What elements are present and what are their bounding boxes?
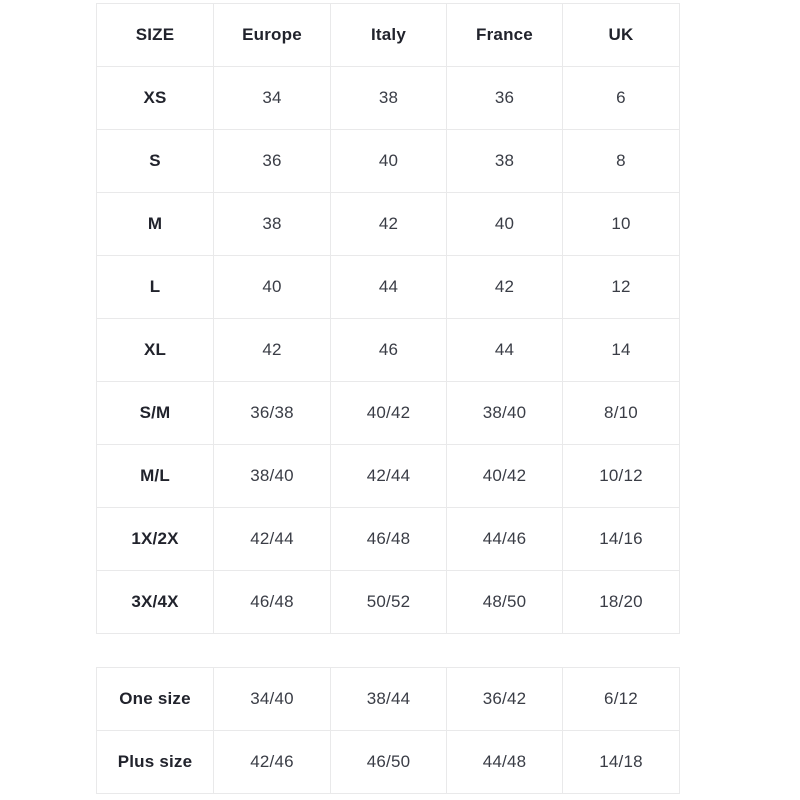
table-row: S 36 40 38 8 [96, 129, 680, 193]
cell-europe: 36/38 [213, 381, 331, 445]
cell-europe: 34/40 [213, 667, 331, 731]
size-conversion-table: SIZE Europe Italy France UK XS 34 38 36 … [96, 3, 680, 634]
cell-europe: 38/40 [213, 444, 331, 508]
row-label: XS [96, 66, 214, 130]
cell-france: 48/50 [446, 570, 563, 634]
table-row: One size 34/40 38/44 36/42 6/12 [96, 667, 680, 731]
column-header-italy: Italy [330, 3, 447, 67]
row-label: S [96, 129, 214, 193]
cell-italy: 46 [330, 318, 447, 382]
cell-italy: 44 [330, 255, 447, 319]
cell-italy: 40/42 [330, 381, 447, 445]
cell-italy: 40 [330, 129, 447, 193]
cell-uk: 14/18 [562, 730, 680, 794]
cell-uk: 6/12 [562, 667, 680, 731]
row-label: XL [96, 318, 214, 382]
cell-france: 44/48 [446, 730, 563, 794]
cell-uk: 14/16 [562, 507, 680, 571]
header-row: SIZE Europe Italy France UK [96, 3, 680, 67]
table-row: M/L 38/40 42/44 40/42 10/12 [96, 444, 680, 508]
cell-uk: 8 [562, 129, 680, 193]
table-body: XS 34 38 36 6 S 36 40 38 8 M 38 42 40 10 [96, 66, 680, 634]
row-label: One size [96, 667, 214, 731]
cell-france: 42 [446, 255, 563, 319]
table-row: S/M 36/38 40/42 38/40 8/10 [96, 381, 680, 445]
cell-france: 40 [446, 192, 563, 256]
cell-france: 44/46 [446, 507, 563, 571]
table-header: SIZE Europe Italy France UK [96, 3, 680, 67]
cell-europe: 40 [213, 255, 331, 319]
cell-uk: 6 [562, 66, 680, 130]
cell-europe: 46/48 [213, 570, 331, 634]
cell-uk: 18/20 [562, 570, 680, 634]
table-row: M 38 42 40 10 [96, 192, 680, 256]
cell-uk: 10 [562, 192, 680, 256]
table-row: 3X/4X 46/48 50/52 48/50 18/20 [96, 570, 680, 634]
cell-uk: 12 [562, 255, 680, 319]
cell-europe: 38 [213, 192, 331, 256]
row-label: S/M [96, 381, 214, 445]
table-row: Plus size 42/46 46/50 44/48 14/18 [96, 730, 680, 794]
table-row: L 40 44 42 12 [96, 255, 680, 319]
cell-france: 36/42 [446, 667, 563, 731]
row-label: 3X/4X [96, 570, 214, 634]
cell-france: 44 [446, 318, 563, 382]
cell-italy: 46/50 [330, 730, 447, 794]
table-row: XS 34 38 36 6 [96, 66, 680, 130]
cell-italy: 42 [330, 192, 447, 256]
cell-uk: 10/12 [562, 444, 680, 508]
cell-europe: 42/44 [213, 507, 331, 571]
general-size-table: One size 34/40 38/44 36/42 6/12 Plus siz… [96, 667, 680, 794]
cell-europe: 36 [213, 129, 331, 193]
cell-europe: 42/46 [213, 730, 331, 794]
cell-uk: 8/10 [562, 381, 680, 445]
row-label: M [96, 192, 214, 256]
cell-uk: 14 [562, 318, 680, 382]
row-label: L [96, 255, 214, 319]
cell-france: 36 [446, 66, 563, 130]
column-header-size: SIZE [96, 3, 214, 67]
column-header-uk: UK [562, 3, 680, 67]
column-header-france: France [446, 3, 563, 67]
cell-italy: 38/44 [330, 667, 447, 731]
table-body: One size 34/40 38/44 36/42 6/12 Plus siz… [96, 667, 680, 794]
row-label: 1X/2X [96, 507, 214, 571]
row-label: M/L [96, 444, 214, 508]
cell-europe: 34 [213, 66, 331, 130]
cell-italy: 42/44 [330, 444, 447, 508]
cell-italy: 38 [330, 66, 447, 130]
table-row: XL 42 46 44 14 [96, 318, 680, 382]
column-header-europe: Europe [213, 3, 331, 67]
cell-france: 40/42 [446, 444, 563, 508]
row-label: Plus size [96, 730, 214, 794]
cell-europe: 42 [213, 318, 331, 382]
cell-italy: 46/48 [330, 507, 447, 571]
table-row: 1X/2X 42/44 46/48 44/46 14/16 [96, 507, 680, 571]
cell-france: 38/40 [446, 381, 563, 445]
cell-france: 38 [446, 129, 563, 193]
cell-italy: 50/52 [330, 570, 447, 634]
